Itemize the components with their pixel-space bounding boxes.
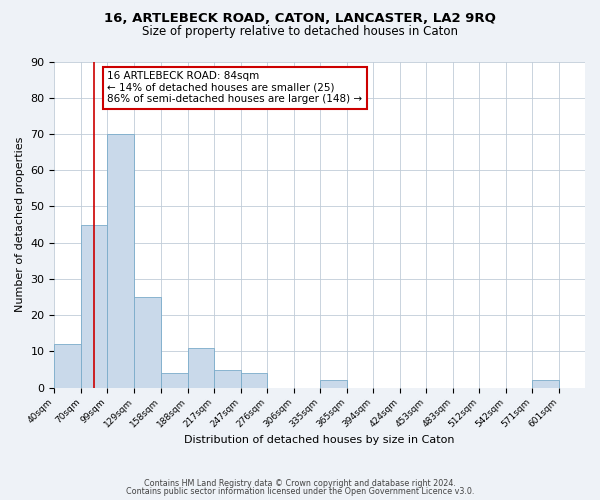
Text: Size of property relative to detached houses in Caton: Size of property relative to detached ho… — [142, 25, 458, 38]
Bar — [82, 224, 107, 388]
Bar — [161, 373, 188, 388]
Text: Contains HM Land Registry data © Crown copyright and database right 2024.: Contains HM Land Registry data © Crown c… — [144, 478, 456, 488]
Bar — [188, 348, 214, 388]
Y-axis label: Number of detached properties: Number of detached properties — [15, 137, 25, 312]
Bar — [320, 380, 347, 388]
Bar — [532, 380, 559, 388]
Bar — [107, 134, 134, 388]
Bar — [134, 297, 161, 388]
Text: 16, ARTLEBECK ROAD, CATON, LANCASTER, LA2 9RQ: 16, ARTLEBECK ROAD, CATON, LANCASTER, LA… — [104, 12, 496, 26]
Bar — [214, 370, 241, 388]
Bar — [55, 344, 82, 388]
X-axis label: Distribution of detached houses by size in Caton: Distribution of detached houses by size … — [184, 435, 455, 445]
Bar — [241, 373, 266, 388]
Text: Contains public sector information licensed under the Open Government Licence v3: Contains public sector information licen… — [126, 487, 474, 496]
Text: 16 ARTLEBECK ROAD: 84sqm
← 14% of detached houses are smaller (25)
86% of semi-d: 16 ARTLEBECK ROAD: 84sqm ← 14% of detach… — [107, 72, 362, 104]
